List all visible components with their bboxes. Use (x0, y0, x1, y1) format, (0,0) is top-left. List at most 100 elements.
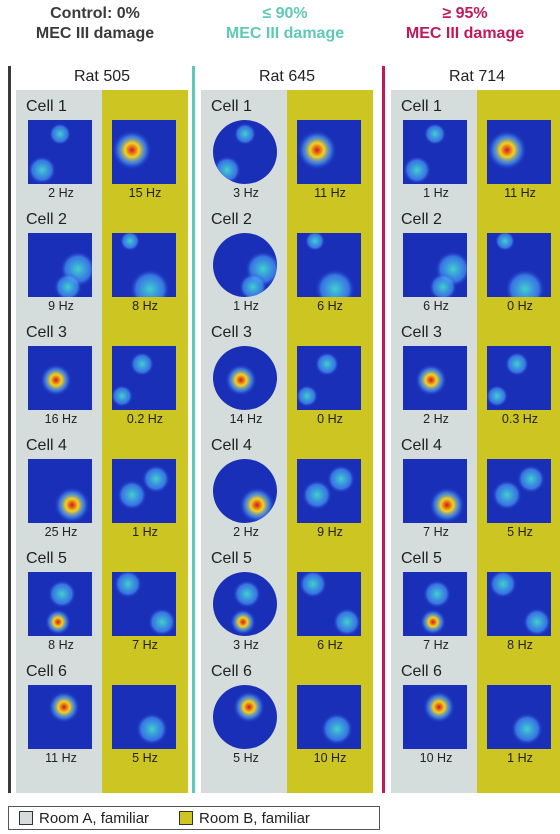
peak-rate-room-b: 1 Hz (132, 525, 158, 539)
cell-label: Cell 1 (401, 98, 442, 115)
cell-label: Cell 5 (26, 550, 67, 567)
rate-map-room-a (213, 346, 277, 410)
peak-rate-room-a: 10 Hz (419, 751, 453, 765)
legend: Room A, familiar Room B, familiar (8, 806, 380, 830)
rat-label: Rat 645 (258, 68, 316, 85)
room-a-background (391, 90, 477, 793)
peak-rate-room-a: 8 Hz (48, 638, 74, 652)
rate-map-room-a (213, 572, 277, 636)
cell-label: Cell 3 (211, 324, 252, 341)
room-a-background (201, 90, 287, 793)
legend-item-room-a: Room A, familiar (19, 810, 149, 827)
cell-label: Cell 6 (401, 663, 442, 680)
peak-rate-room-b: 6 Hz (317, 299, 343, 313)
rate-map-room-b (112, 233, 176, 297)
divider-full-damage (382, 66, 385, 793)
header-full-damage: ≥ 95% MEC III damage (370, 4, 560, 44)
cell-label: Cell 4 (401, 437, 442, 454)
peak-rate-room-b: 5 Hz (132, 751, 158, 765)
peak-rate-room-b: 8 Hz (507, 638, 533, 652)
rate-map-room-b (297, 572, 361, 636)
header-partial-line1: ≤ 90% (262, 5, 308, 22)
cell-label: Cell 3 (401, 324, 442, 341)
cell-label: Cell 3 (26, 324, 67, 341)
peak-rate-room-a: 16 Hz (44, 412, 78, 426)
peak-rate-room-b: 10 Hz (313, 751, 347, 765)
cell-label: Cell 1 (211, 98, 252, 115)
room-b-background (287, 90, 373, 793)
legend-swatch-room-a (19, 811, 33, 825)
rate-map-room-b (297, 459, 361, 523)
peak-rate-room-b: 0 Hz (507, 299, 533, 313)
rate-map-room-a (403, 120, 467, 184)
rate-map-room-b (112, 572, 176, 636)
rate-map-room-a (28, 120, 92, 184)
cell-label: Cell 1 (26, 98, 67, 115)
peak-rate-room-a: 3 Hz (233, 638, 259, 652)
cell-label: Cell 6 (211, 663, 252, 680)
cell-label: Cell 6 (26, 663, 67, 680)
peak-rate-room-b: 0 Hz (317, 412, 343, 426)
peak-rate-room-b: 6 Hz (317, 638, 343, 652)
legend-swatch-room-b (179, 811, 194, 825)
header-full-line2: MEC III damage (405, 25, 525, 42)
divider-partial-damage (192, 66, 195, 793)
rate-map-room-b (487, 459, 551, 523)
rate-map-room-a (403, 572, 467, 636)
rate-map-room-b (112, 459, 176, 523)
room-a-background (16, 90, 102, 793)
rat-label: Rat 505 (73, 68, 131, 85)
divider-control (8, 66, 11, 793)
peak-rate-room-a: 5 Hz (233, 751, 259, 765)
cell-label: Cell 5 (211, 550, 252, 567)
cell-label: Cell 5 (401, 550, 442, 567)
peak-rate-room-b: 11 Hz (314, 186, 346, 200)
peak-rate-room-b: 0.3 Hz (501, 412, 539, 426)
rate-map-room-b (487, 120, 551, 184)
rate-map-room-a (28, 685, 92, 749)
rat-label: Rat 714 (448, 68, 506, 85)
rate-map-room-a (28, 572, 92, 636)
peak-rate-room-a: 2 Hz (48, 186, 74, 200)
rate-map-room-b (487, 572, 551, 636)
peak-rate-room-a: 25 Hz (44, 525, 78, 539)
rate-map-room-b (487, 685, 551, 749)
rate-map-room-b (112, 346, 176, 410)
peak-rate-room-b: 1 Hz (507, 751, 533, 765)
cell-label: Cell 2 (401, 211, 442, 228)
room-b-background (102, 90, 188, 793)
header-control-line1: Control: 0% (50, 5, 140, 22)
header-partial-line2: MEC III damage (225, 25, 345, 42)
header-partial-damage: ≤ 90% MEC III damage (190, 4, 380, 44)
rate-map-room-a (28, 233, 92, 297)
rate-map-room-b (297, 685, 361, 749)
rate-map-room-b (112, 685, 176, 749)
peak-rate-room-b: 9 Hz (317, 525, 343, 539)
peak-rate-room-a: 7 Hz (423, 638, 449, 652)
peak-rate-room-a: 9 Hz (48, 299, 74, 313)
rate-map-room-a (28, 459, 92, 523)
legend-label-room-b: Room B, familiar (199, 809, 310, 827)
peak-rate-room-b: 5 Hz (507, 525, 533, 539)
peak-rate-room-b: 11 Hz (504, 186, 536, 200)
header-full-line1: ≥ 95% (442, 5, 488, 22)
rate-map-room-b (297, 346, 361, 410)
peak-rate-room-a: 6 Hz (423, 299, 449, 313)
room-b-background (477, 90, 560, 793)
peak-rate-room-a: 1 Hz (233, 299, 259, 313)
cell-label: Cell 2 (211, 211, 252, 228)
legend-label-room-a: Room A, familiar (39, 809, 150, 827)
rate-map-room-a (213, 120, 277, 184)
header-control: Control: 0% MEC III damage (0, 4, 190, 44)
peak-rate-room-b: 8 Hz (132, 299, 158, 313)
rate-map-room-a (213, 685, 277, 749)
header-control-line2: MEC III damage (35, 25, 155, 42)
rate-map-room-a (403, 685, 467, 749)
peak-rate-room-a: 3 Hz (233, 186, 259, 200)
rate-map-room-a (213, 233, 277, 297)
rate-map-room-b (297, 233, 361, 297)
rate-map-room-b (112, 120, 176, 184)
rate-map-room-a (213, 459, 277, 523)
rat-panel-714: Rat 714 Cell 1 1 Hz 11 Hz Cell 2 6 Hz 0 Hz Cell… (391, 66, 560, 793)
peak-rate-room-b: 15 Hz (128, 186, 162, 200)
